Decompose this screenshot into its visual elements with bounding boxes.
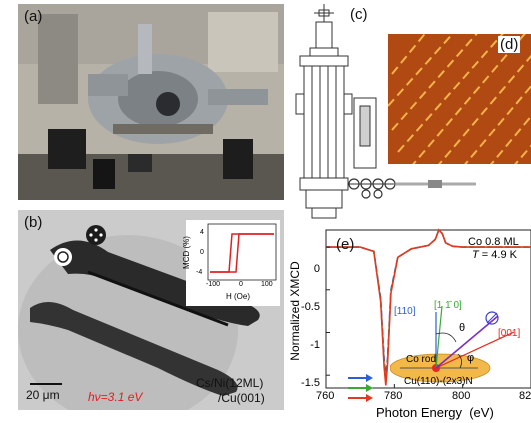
annotation-coverage: Co 0.8 ML	[468, 236, 519, 248]
panel-d-label: (d)	[498, 36, 521, 53]
sample-label-1: Cs/Ni(12ML)	[196, 376, 264, 390]
y-tick-label: 0	[313, 263, 320, 275]
panel-a-label: (a)	[24, 8, 43, 25]
label-theta: θ	[459, 322, 466, 334]
incidence-arrows	[348, 374, 373, 402]
panel-c-label: (c)	[350, 6, 368, 23]
y-axis-label: Normalized XMCD	[288, 261, 302, 361]
temperature-value: = 4.9 K	[478, 249, 517, 261]
y-tick-label: -1	[310, 339, 320, 351]
scalebar-label: 20 μm	[26, 388, 60, 402]
label-1m10: [1 1̄ 0]	[434, 300, 462, 311]
axis-1m10-arrow	[435, 305, 443, 369]
temperature-symbol: T	[472, 249, 479, 261]
panel-b-label: (b)	[24, 214, 43, 231]
peem-image	[18, 210, 284, 410]
label-001: [001]	[498, 328, 521, 339]
x-tick-label: 82	[519, 390, 531, 402]
x-axis-label: Photon Energy (eV)	[376, 405, 494, 420]
panel-e-label: (e)	[336, 236, 355, 253]
panel-a-photo: (a)	[18, 4, 284, 200]
theta-arc	[435, 332, 457, 343]
geometry-inset	[390, 305, 515, 383]
phi-arc	[457, 353, 462, 369]
inset-ytick: -4	[196, 269, 203, 276]
manipulator-rod	[396, 180, 476, 188]
label-phi: φ	[467, 352, 475, 364]
inset-ylabel: MCD (%)	[181, 236, 191, 269]
incidence-arrow-head	[366, 384, 373, 392]
panel-e-xmcd: (e) Co 0.8 ML T = 4.9 K 0 -0.5 -1 -1.5 N…	[286, 224, 531, 423]
panel-d-stm: (d)	[388, 34, 531, 164]
panel-b-image: (b) 4 0 -4 -100 0 100 H (Oe) MCD (%) 20 …	[18, 210, 284, 410]
hysteresis-inset: 4 0 -4 -100 0 100 H (Oe) MCD (%)	[182, 220, 280, 306]
polarization-icon-stroke	[486, 312, 498, 324]
cryostat-schematic	[295, 4, 396, 219]
polarization-icon	[485, 311, 499, 325]
incidence-arrow-head	[366, 394, 373, 402]
apparatus-photo	[18, 4, 284, 200]
scalebar-line	[30, 383, 62, 385]
label-substrate: Cu(110)-(2x3)N	[404, 376, 473, 387]
inset-ytick: 0	[200, 249, 204, 256]
stm-image	[388, 34, 531, 164]
inset-xlabel: H (Oe)	[226, 292, 250, 301]
inset-xtick: 100	[261, 281, 273, 288]
label-110: [110]	[394, 306, 416, 317]
x-tick-label: 800	[452, 390, 471, 402]
panel-c-schematic: (c)	[288, 2, 396, 220]
sample-label-2: /Cu(001)	[218, 391, 265, 405]
inset-xtick: 0	[239, 281, 243, 288]
photon-energy-label: hν=3.1 eV	[88, 390, 143, 404]
label-co-rod: Co rod	[406, 354, 437, 365]
axis-001-arrow	[435, 331, 515, 369]
photon-beam-arrow	[435, 315, 499, 369]
inset-ytick: 4	[200, 229, 204, 236]
y-tick-label: -0.5	[301, 301, 320, 313]
incidence-arrow-head	[366, 374, 373, 382]
x-tick-label: 760	[316, 390, 335, 402]
xmcd-series-line	[326, 228, 531, 386]
annotation-temperature: T = 4.9 K	[472, 249, 517, 261]
y-tick-label: -1.5	[301, 377, 320, 389]
x-tick-label: 780	[384, 390, 403, 402]
inset-xtick: -100	[206, 281, 221, 288]
